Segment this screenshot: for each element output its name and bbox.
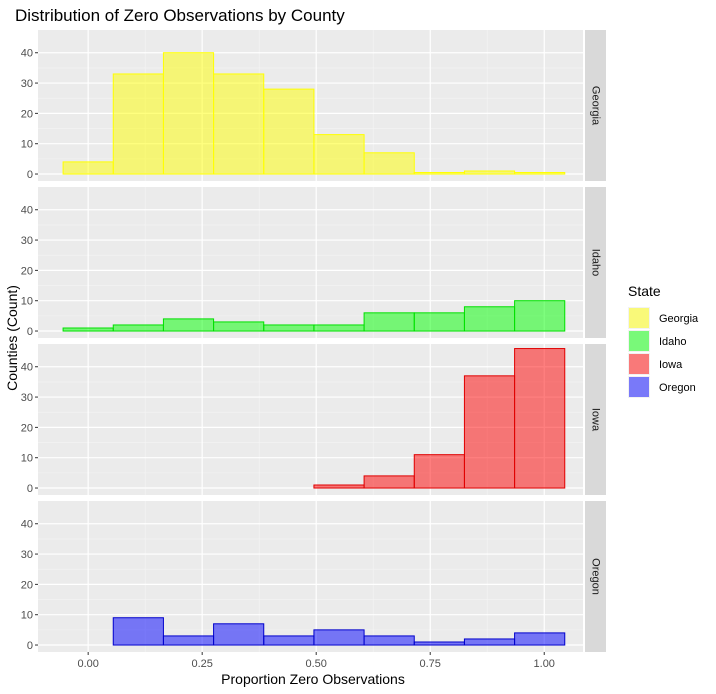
histogram-bar bbox=[363, 475, 415, 489]
histogram-bar bbox=[213, 73, 265, 175]
y-tick-label: 40 bbox=[21, 362, 33, 374]
legend-title: State bbox=[628, 283, 661, 299]
legend-swatch-georgia bbox=[629, 308, 649, 328]
facet-strip bbox=[585, 30, 606, 181]
histogram-bar bbox=[313, 629, 365, 646]
histogram-bar bbox=[263, 88, 315, 175]
legend: State Georgia Idaho Iowa Oregon bbox=[628, 283, 699, 398]
x-axis: 0.00 0.25 0.50 0.75 1.00 bbox=[77, 652, 555, 670]
facet-strip-label: Idaho bbox=[590, 249, 602, 277]
chart-title: Distribution of Zero Observations by Cou… bbox=[15, 6, 345, 25]
histogram-bar bbox=[514, 632, 566, 646]
histogram-bar bbox=[514, 172, 566, 175]
histogram-bar bbox=[363, 152, 415, 175]
histogram-bar bbox=[413, 172, 465, 175]
y-tick-label: 40 bbox=[21, 205, 33, 217]
y-tick-label: 20 bbox=[21, 579, 33, 591]
histogram-bar bbox=[463, 375, 516, 489]
legend-label: Iowa bbox=[659, 359, 683, 371]
histogram-bar bbox=[413, 312, 465, 332]
facet-panel-oregon: 0 10 20 30 40 Oregon bbox=[21, 501, 606, 652]
y-tick-label: 40 bbox=[21, 519, 33, 531]
histogram-bar bbox=[112, 324, 164, 332]
legend-swatch-iowa bbox=[629, 354, 649, 374]
y-tick-label: 10 bbox=[21, 453, 33, 465]
y-tick-label: 30 bbox=[21, 392, 33, 404]
histogram-bar bbox=[313, 324, 365, 332]
histogram-bar bbox=[62, 327, 114, 332]
legend-label: Idaho bbox=[659, 336, 687, 348]
histogram-bar bbox=[363, 635, 415, 646]
legend-label: Georgia bbox=[659, 313, 699, 325]
y-axis-title: Counties (Count) bbox=[4, 285, 20, 391]
x-tick-label: 0.75 bbox=[420, 658, 441, 670]
facet-panel-idaho: 0 10 20 30 40 Idaho bbox=[21, 187, 606, 338]
histogram-bar bbox=[463, 306, 516, 332]
y-tick-label: 0 bbox=[27, 640, 33, 652]
histogram-bar bbox=[514, 348, 566, 489]
facet-strip-label: Iowa bbox=[590, 408, 602, 432]
histogram-bar bbox=[263, 635, 315, 646]
facet-strip bbox=[585, 187, 606, 338]
facet-panels: 0 10 20 30 40 Georgia 0 10 20 30 40 Idaho 0 10 20 30 40 I… bbox=[21, 30, 606, 652]
y-tick-label: 30 bbox=[21, 78, 33, 90]
histogram-bar bbox=[213, 623, 265, 646]
facet-strip bbox=[585, 501, 606, 652]
histogram-bar bbox=[463, 170, 516, 175]
histogram-bar bbox=[213, 321, 265, 332]
x-tick-label: 0.50 bbox=[305, 658, 326, 670]
histogram-bar bbox=[313, 134, 365, 175]
x-axis-title: Proportion Zero Observations bbox=[221, 671, 405, 687]
y-tick-label: 0 bbox=[27, 169, 33, 181]
legend-swatch-oregon bbox=[629, 377, 649, 397]
x-tick-label: 0.00 bbox=[77, 658, 98, 670]
y-tick-label: 40 bbox=[21, 48, 33, 60]
histogram-bar bbox=[313, 484, 365, 489]
facet-strip-label: Georgia bbox=[590, 86, 602, 126]
y-tick-label: 10 bbox=[21, 139, 33, 151]
histogram-bar bbox=[263, 324, 315, 332]
y-tick-label: 10 bbox=[21, 610, 33, 622]
legend-swatch-idaho bbox=[629, 331, 649, 351]
facet-panel-iowa: 0 10 20 30 40 Iowa bbox=[21, 344, 606, 495]
legend-label: Oregon bbox=[659, 382, 696, 394]
facet-panel-georgia: 0 10 20 30 40 Georgia bbox=[21, 30, 606, 181]
y-tick-label: 0 bbox=[27, 326, 33, 338]
y-tick-label: 30 bbox=[21, 549, 33, 561]
histogram-bar bbox=[112, 617, 164, 646]
histogram-bar bbox=[514, 300, 566, 332]
x-tick-label: 0.25 bbox=[191, 658, 212, 670]
facet-strip-label: Oregon bbox=[590, 558, 602, 595]
histogram-bar bbox=[162, 318, 215, 332]
y-tick-label: 0 bbox=[27, 483, 33, 495]
histogram-bar bbox=[463, 638, 516, 646]
histogram-bar bbox=[162, 635, 215, 646]
histogram-bar bbox=[363, 312, 415, 332]
x-tick-label: 1.00 bbox=[534, 658, 555, 670]
y-tick-label: 10 bbox=[21, 296, 33, 308]
y-tick-label: 20 bbox=[21, 265, 33, 277]
y-tick-label: 20 bbox=[21, 422, 33, 434]
facet-strip bbox=[585, 344, 606, 495]
histogram-bar bbox=[162, 52, 215, 175]
histogram-bar bbox=[413, 454, 465, 489]
histogram-bar bbox=[62, 161, 114, 175]
histogram-bar bbox=[112, 73, 164, 175]
y-tick-label: 20 bbox=[21, 108, 33, 120]
y-tick-label: 30 bbox=[21, 235, 33, 247]
histogram-bar bbox=[413, 641, 465, 646]
